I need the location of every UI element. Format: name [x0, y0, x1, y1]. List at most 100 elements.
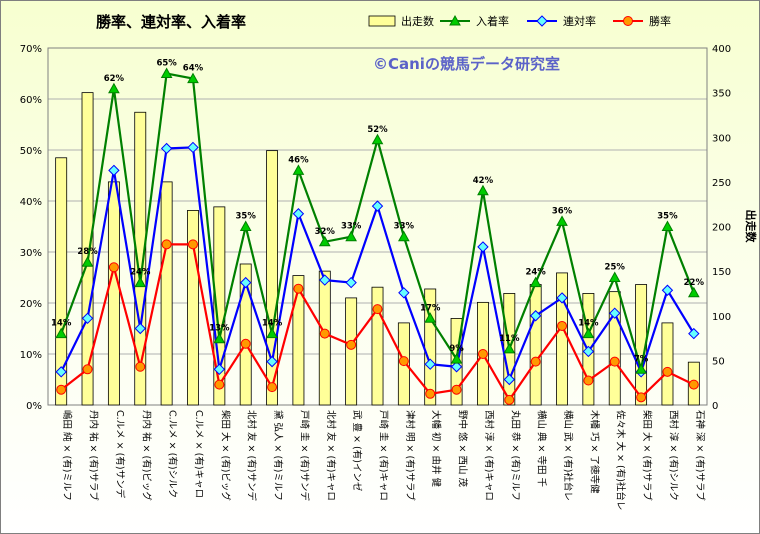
win-rate-marker — [609, 356, 620, 367]
win-rate-marker — [161, 239, 172, 250]
win-rate-marker — [662, 366, 673, 377]
placing-rate-marker — [608, 271, 621, 282]
x-category-label: 柴田 大 × (有)ビッグ — [219, 410, 231, 501]
placing-rate-marker — [55, 327, 68, 339]
win-rate-marker — [267, 382, 278, 393]
bar-starts — [529, 284, 542, 406]
x-category-label: 北村 友 × (有)キャロ — [325, 410, 337, 501]
placing-rate-marker — [134, 276, 147, 288]
legend-label: 入着率 — [476, 14, 509, 28]
y-right-tick-label: 350 — [712, 89, 731, 100]
top2-rate-marker — [529, 310, 542, 322]
win-rate-marker — [82, 364, 93, 375]
legend-label: 出走数 — [401, 14, 434, 28]
data-labels: 14% 28% 62% 24% 65% 64% 13% 35% 14% 46% 32% 33% 52% 3… — [51, 59, 704, 365]
x-category-label: 丹内 祐 × (有)サラブ — [88, 410, 100, 501]
placing-rate-marker — [187, 72, 199, 84]
top2-rate-marker — [266, 355, 278, 368]
bar-starts — [608, 291, 621, 406]
bar-starts — [345, 297, 358, 406]
placing-rate-data-label: 62% — [104, 74, 125, 84]
y-left-tick-label: 50% — [20, 146, 42, 157]
y-right-tick-label: 200 — [712, 223, 731, 234]
top2-rate-marker — [108, 164, 120, 177]
line-series — [55, 67, 700, 405]
top2-rate-marker — [503, 373, 516, 386]
top2-rate-marker — [187, 141, 199, 154]
top2-rate-marker — [134, 322, 146, 335]
top2-rate-marker — [582, 345, 595, 358]
bar-starts — [213, 206, 226, 406]
legend-item: 入着率 — [440, 14, 509, 28]
x-category-label: 戸崎 圭 × (有)キャロ — [378, 410, 390, 501]
top2-rate-marker — [55, 366, 67, 378]
x-category-label: 嶋田 純 × (有)ミルフ — [61, 410, 73, 501]
top2-rate-marker — [477, 241, 489, 253]
placing-rate-data-label: 32% — [315, 227, 336, 237]
win-rate-marker — [187, 239, 198, 250]
bar-starts — [81, 92, 94, 406]
win-rate-marker — [372, 304, 383, 315]
y-left-tick-label: 0% — [26, 401, 42, 412]
bar-starts — [160, 181, 173, 406]
top2-rate-series — [55, 141, 700, 386]
placing-rate-marker — [292, 164, 305, 175]
watermark: ©Caniの競馬データ研究室 — [373, 55, 560, 73]
placing-rate-data-label: 11% — [499, 334, 520, 344]
top2-rate-marker — [345, 276, 357, 289]
placing-rate-data-label: 33% — [341, 222, 362, 232]
placing-rate-data-label: 24% — [525, 268, 546, 278]
placing-rate-marker — [345, 230, 357, 242]
placing-rate-data-label: 52% — [367, 125, 388, 135]
win-rate-marker — [477, 349, 488, 359]
x-category-label: 黛 弘人 × (有)ミルフ — [272, 410, 284, 501]
x-category-label: 北村 友 × (有)サンデ — [246, 410, 258, 501]
bar-starts — [187, 210, 199, 406]
win-rate-marker — [398, 356, 409, 367]
legend-swatch-bar — [368, 15, 396, 27]
y-right-tick-label: 300 — [712, 133, 731, 144]
placing-rate-marker — [529, 276, 542, 288]
placing-rate-marker — [81, 256, 94, 267]
chart-title: 勝率、連対率、入着率 — [96, 13, 246, 31]
top2-rate-marker — [213, 363, 226, 376]
bar-starts — [371, 286, 384, 406]
x-category-label: 丹内 祐 × (有)ビッグ — [140, 410, 152, 501]
x-category-label: 津村 明 × (有)サラブ — [404, 410, 416, 501]
bar-starts — [107, 181, 120, 406]
legend-item: 出走数 — [368, 14, 434, 28]
top2-rate-marker — [661, 284, 674, 296]
placing-rate-data-label: 46% — [288, 155, 309, 165]
x-category-label: 西村 淳 × (有)シルク — [667, 410, 679, 501]
win-rate-marker — [319, 328, 330, 339]
win-rate-marker — [425, 388, 436, 399]
placing-rate-data-label: 14% — [51, 319, 72, 329]
placing-rate-data-label: 42% — [473, 176, 494, 186]
top2-rate-marker — [160, 142, 173, 155]
win-rate-marker — [636, 392, 647, 403]
placing-rate-marker — [108, 82, 120, 94]
placing-rate-data-label: 64% — [183, 64, 204, 74]
placing-rate-data-label: 25% — [605, 263, 626, 273]
win-rate-marker — [135, 361, 146, 372]
x-category-label: 武 豊 × (有)インゼ — [351, 410, 363, 492]
y-left-tick-label: 30% — [20, 248, 42, 259]
legend-marker — [623, 16, 633, 26]
win-rate-marker — [451, 384, 462, 395]
placing-rate-data-label: 14% — [578, 319, 599, 329]
y-axis-right: 0 50 100 150 200 250 300 350 400 — [712, 44, 731, 412]
y-right-tick-label: 0 — [712, 401, 718, 412]
x-category-label: 西村 淳 × (有)キャロ — [483, 410, 495, 501]
x-category-label: 木幡 巧 × 了徳寺健 — [588, 410, 600, 494]
x-category-label: 横山 典 × 寺田 千 — [536, 410, 548, 488]
placing-rate-marker — [503, 342, 516, 354]
y-right-tick-label: 400 — [712, 44, 731, 55]
top2-rate-marker — [292, 208, 305, 220]
placing-rate-data-label: 28% — [77, 247, 98, 257]
x-category-label: 丸田 恭 × (有)ミルフ — [509, 410, 521, 501]
y-left-tick-label: 40% — [20, 197, 42, 208]
win-rate-series — [56, 239, 699, 405]
y-right-tick-label: 150 — [712, 267, 731, 278]
